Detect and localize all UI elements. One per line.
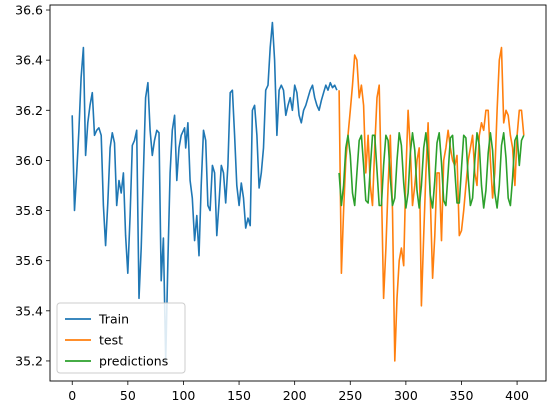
legend-label: predictions: [99, 354, 168, 369]
y-tick-label: 35.6: [15, 253, 43, 268]
legend: Train test predictions: [56, 302, 186, 374]
x-tick-label: 50: [120, 388, 136, 403]
plot-frame: [49, 4, 547, 382]
y-tick-label: 36.4: [15, 53, 43, 68]
x-tick-label: 350: [450, 388, 474, 403]
y-tick-label: 36.0: [15, 153, 43, 168]
series-layer: [71, 21, 525, 362]
series-line-train: [71, 21, 338, 362]
x-tick-label: 0: [68, 388, 76, 403]
x-tick-label: 400: [505, 388, 529, 403]
y-tick-label: 35.4: [15, 303, 43, 318]
legend-label: test: [99, 333, 123, 348]
x-tick-label: 300: [394, 388, 418, 403]
x-tick-label: 200: [283, 388, 307, 403]
y-tick-label: 36.6: [15, 3, 43, 18]
y-tick-label: 36.2: [15, 103, 43, 118]
series-line-predictions: [338, 132, 525, 209]
legend-box: [56, 302, 186, 374]
axes-layer: 0 50 100 150 200 250 300 350 400 35.2 35.4 35.6 35.8…: [15, 3, 529, 403]
x-tick-label: 150: [227, 388, 251, 403]
y-tick-label: 35.2: [15, 353, 43, 368]
x-tick-label: 250: [338, 388, 362, 403]
legend-label: Train: [98, 312, 129, 327]
y-tick-label: 35.8: [15, 203, 43, 218]
x-tick-label: 100: [172, 388, 196, 403]
